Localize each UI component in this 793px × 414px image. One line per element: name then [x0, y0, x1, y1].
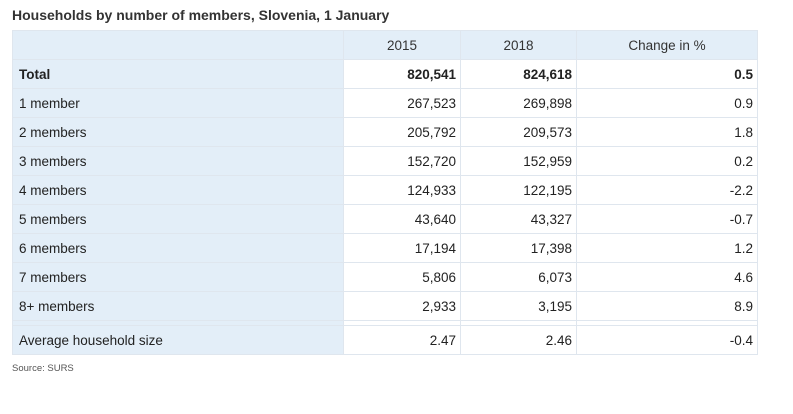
value-change: 8.9: [576, 291, 758, 321]
value-change: 0.5: [576, 59, 758, 89]
table-row: 5 members 43,640 43,327 -0.7: [12, 204, 758, 234]
value-change: 1.2: [576, 233, 758, 263]
value-change: -2.2: [576, 175, 758, 205]
value-2015: 2,933: [343, 291, 461, 321]
value-2018: 2.46: [460, 325, 577, 355]
row-label: Average household size: [12, 325, 344, 355]
value-change: 1.8: [576, 117, 758, 147]
row-label: 4 members: [12, 175, 344, 205]
row-label: Total: [12, 59, 344, 89]
table-row: 4 members 124,933 122,195 -2.2: [12, 175, 758, 205]
table-row: 1 member 267,523 269,898 0.9: [12, 88, 758, 118]
table-row: 7 members 5,806 6,073 4.6: [12, 262, 758, 292]
row-label: 6 members: [12, 233, 344, 263]
value-2018: 3,195: [460, 291, 577, 321]
row-label: 3 members: [12, 146, 344, 176]
value-change: -0.7: [576, 204, 758, 234]
table-row-total: Total 820,541 824,618 0.5: [12, 59, 758, 89]
row-label: 2 members: [12, 117, 344, 147]
value-2015: 43,640: [343, 204, 461, 234]
value-2018: 152,959: [460, 146, 577, 176]
value-2015: 5,806: [343, 262, 461, 292]
value-2015: 124,933: [343, 175, 461, 205]
table-title: Households by number of members, Sloveni…: [12, 7, 390, 23]
value-2015: 152,720: [343, 146, 461, 176]
row-label: 5 members: [12, 204, 344, 234]
value-2015: 17,194: [343, 233, 461, 263]
value-2018: 6,073: [460, 262, 577, 292]
header-2018: 2018: [460, 30, 577, 60]
value-2018: 122,195: [460, 175, 577, 205]
table-row: 2 members 205,792 209,573 1.8: [12, 117, 758, 147]
value-2018: 269,898: [460, 88, 577, 118]
value-change: -0.4: [576, 325, 758, 355]
row-label: 1 member: [12, 88, 344, 118]
households-table: 2015 2018 Change in % Total 820,541 824,…: [12, 30, 758, 355]
row-label: 8+ members: [12, 291, 344, 321]
value-2018: 209,573: [460, 117, 577, 147]
value-2018: 43,327: [460, 204, 577, 234]
header-2015: 2015: [343, 30, 461, 60]
table-row: 3 members 152,720 152,959 0.2: [12, 146, 758, 176]
value-2015: 267,523: [343, 88, 461, 118]
value-change: 4.6: [576, 262, 758, 292]
value-change: 0.2: [576, 146, 758, 176]
source-note: Source: SURS: [12, 363, 74, 374]
value-2015: 2.47: [343, 325, 461, 355]
table-row-average: Average household size 2.47 2.46 -0.4: [12, 325, 758, 355]
header-label-cell: [12, 30, 344, 60]
row-label: 7 members: [12, 262, 344, 292]
header-change: Change in %: [576, 30, 758, 60]
value-change: 0.9: [576, 88, 758, 118]
table-row: 6 members 17,194 17,398 1.2: [12, 233, 758, 263]
value-2018: 17,398: [460, 233, 577, 263]
value-2015: 205,792: [343, 117, 461, 147]
value-2015: 820,541: [343, 59, 461, 89]
header-row: 2015 2018 Change in %: [12, 30, 758, 60]
value-2018: 824,618: [460, 59, 577, 89]
table-row: 8+ members 2,933 3,195 8.9: [12, 291, 758, 321]
